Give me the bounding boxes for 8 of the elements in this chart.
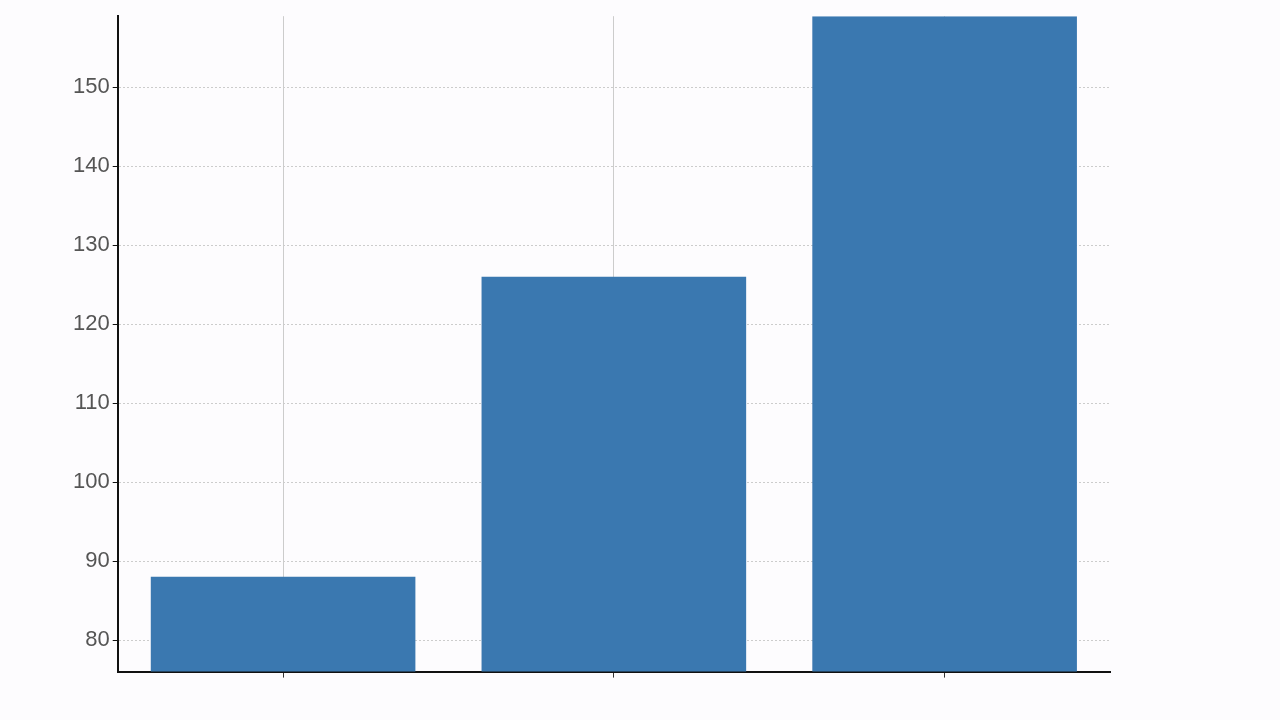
y-tick-label: 90 — [85, 547, 110, 573]
y-tick-label: 130 — [72, 231, 110, 257]
y-tick-label: 150 — [72, 73, 110, 99]
y-tick-label: 110 — [74, 389, 110, 415]
y-tick-label: 120 — [72, 310, 110, 336]
y-tick-label: 100 — [72, 468, 110, 494]
y-tick-label: 80 — [85, 626, 110, 652]
y-tick-label: 140 — [72, 152, 110, 178]
